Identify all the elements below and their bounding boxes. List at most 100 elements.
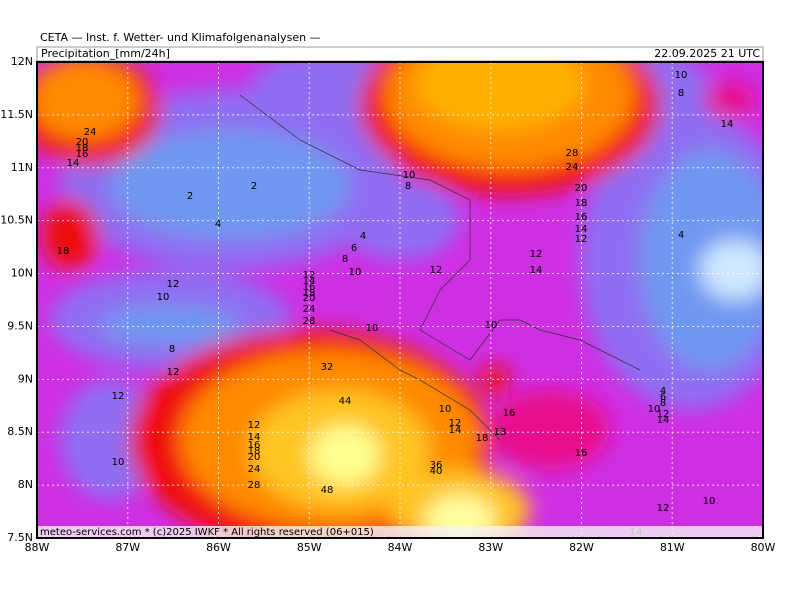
lon-label: 86W <box>206 541 231 554</box>
product: Precipitation_[mm/24h] <box>41 47 170 60</box>
lon-label: 85W <box>297 541 322 554</box>
contour-label: 10 <box>403 170 416 181</box>
contour-label: 44 <box>339 396 352 407</box>
contour-labels: 2420181614182244681010812121081212101214… <box>57 70 734 538</box>
contour-label: 20 <box>575 183 588 194</box>
contour-label: 6 <box>351 243 357 254</box>
contour-label: 14 <box>721 119 734 130</box>
contour-label: 16 <box>303 282 316 293</box>
contour-label: 4 <box>660 386 666 397</box>
contour-label: 10 <box>648 404 661 415</box>
contour-label: 8 <box>660 398 666 409</box>
lat-label: 10N <box>11 267 33 280</box>
contour-label: 16 <box>76 149 89 160</box>
lon-label: 84W <box>388 541 413 554</box>
contour-label: 10 <box>366 323 379 334</box>
footer: meteo-services.com * (c)2025 IWKF * All … <box>40 527 374 538</box>
contour-label: 10 <box>349 267 362 278</box>
contour-label: 14 <box>575 224 588 235</box>
valid-time: 22.09.2025 21 UTC <box>654 47 760 60</box>
contour-label: 8 <box>169 344 175 355</box>
title: CETA — Inst. f. Wetter- und Klimafolgena… <box>40 31 321 44</box>
contour-label: 14 <box>657 415 670 426</box>
lon-label: 83W <box>478 541 503 554</box>
contour-label: 16 <box>575 212 588 223</box>
contour-label: 16 <box>575 448 588 459</box>
contour-label: 18 <box>76 143 89 154</box>
contour-label: 8 <box>678 88 684 99</box>
contour-label: 18 <box>57 246 70 257</box>
lat-label: 9N <box>18 372 33 385</box>
contour-label: 12 <box>530 249 543 260</box>
contour-label: 6 <box>660 392 666 403</box>
map-frame <box>36 61 764 539</box>
footer-bar <box>38 526 762 537</box>
contour-label: 14 <box>248 432 261 443</box>
contour-label: 36 <box>430 460 443 471</box>
contour-label: 12 <box>167 367 180 378</box>
lat-label: 7.5N <box>7 531 33 544</box>
contour-label: 20 <box>248 452 261 463</box>
field <box>37 62 763 538</box>
contour-label: 18 <box>476 433 489 444</box>
contour-label: 28 <box>566 148 579 159</box>
contour-label: 24 <box>248 464 261 475</box>
contour-label: 10 <box>157 292 170 303</box>
lat-label: 9.5N <box>7 319 33 332</box>
contour-label: 4 <box>678 230 684 241</box>
contour-label: 2 <box>251 181 257 192</box>
contour-label: 14 <box>67 158 80 169</box>
lat-label: 11.5N <box>0 108 33 121</box>
contour-label: 10 <box>439 404 452 415</box>
contour-label: 14 <box>530 265 543 276</box>
lon-label: 88W <box>25 541 50 554</box>
contour-label: 12 <box>112 391 125 402</box>
contour-label: 14 <box>303 276 316 287</box>
contour-label: 12 <box>449 418 462 429</box>
contour-label: 4 <box>360 231 366 242</box>
contour-label: 20 <box>76 137 89 148</box>
lon-label: 81W <box>660 541 685 554</box>
contour-label: 12 <box>167 279 180 290</box>
contour-label: 48 <box>321 485 334 496</box>
contour-label: 18 <box>303 288 316 299</box>
contour-label: 12 <box>657 503 670 514</box>
lat-label: 8N <box>18 478 33 491</box>
contour-label: 16 <box>503 408 516 419</box>
contour-label: 32 <box>321 362 334 373</box>
contour-label: 24 <box>84 127 97 138</box>
contour-label: 28 <box>303 316 316 327</box>
lat-label: 10.5N <box>0 214 33 227</box>
lat-label: 11N <box>11 161 33 174</box>
contour-label: 24 <box>303 304 316 315</box>
contour-label: 10 <box>485 320 498 331</box>
lon-label: 82W <box>569 541 594 554</box>
contour-label: 12 <box>303 270 316 281</box>
contour-label: 18 <box>248 446 261 457</box>
contour-label: 12 <box>248 420 261 431</box>
lon-label: 80W <box>751 541 776 554</box>
lat-label: 12N <box>11 55 33 68</box>
contour-label: 40 <box>430 466 443 477</box>
contour-label: 12 <box>657 409 670 420</box>
contour-label: 18 <box>575 198 588 209</box>
contour-label: 16 <box>248 440 261 451</box>
contour-label: 28 <box>248 480 261 491</box>
contour-label: 10 <box>675 70 688 81</box>
contour-label: 13 <box>494 427 507 438</box>
grid: 88W 87W 86W 85W 84W 83W 82W 81W 80W 12N 11.5N 11N 10… <box>0 55 775 554</box>
contour-label: 12 <box>575 234 588 245</box>
contour-label: 14 <box>449 425 462 436</box>
contour-label: 8 <box>405 181 411 192</box>
contour-label: 10 <box>112 457 125 468</box>
lon-label: 87W <box>115 541 140 554</box>
contour-label: 24 <box>566 162 579 173</box>
contour-label: 10 <box>703 496 716 507</box>
contour-label: 2 <box>187 191 193 202</box>
contour-label: 4 <box>215 219 221 230</box>
contour-label: 8 <box>342 254 348 265</box>
contour-label: 20 <box>303 293 316 304</box>
contour-label: 12 <box>430 265 443 276</box>
lat-label: 8.5N <box>7 425 33 438</box>
